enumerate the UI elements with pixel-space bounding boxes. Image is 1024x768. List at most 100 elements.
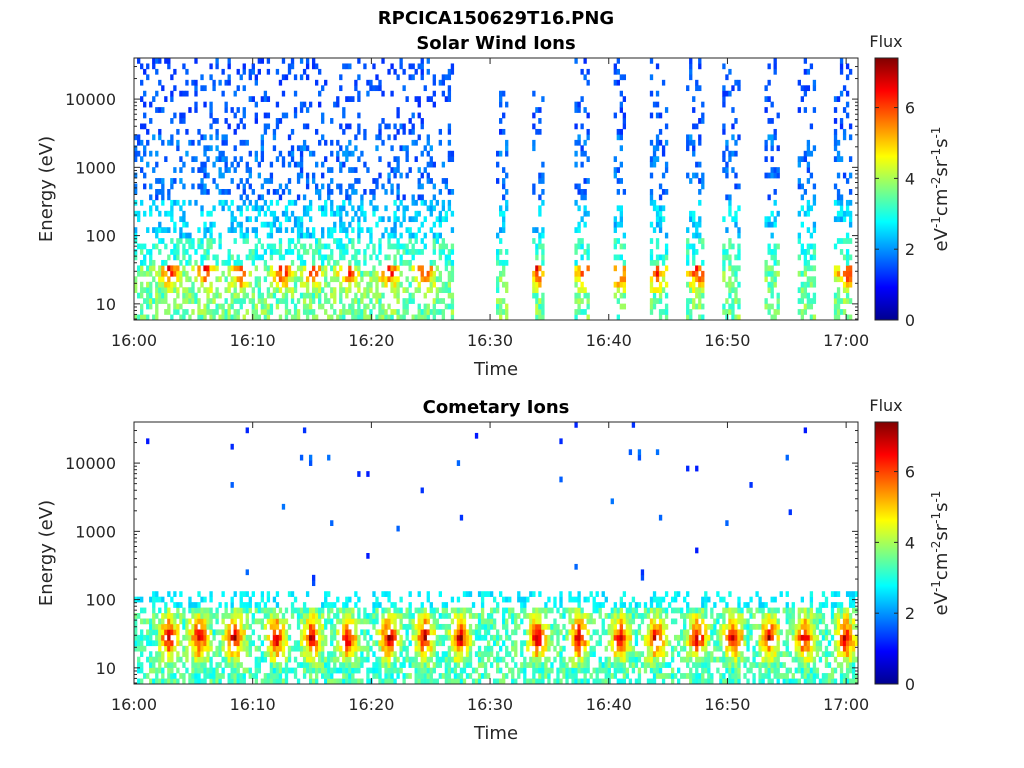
heatmap-cell: [411, 623, 415, 630]
heatmap-cell: [233, 265, 237, 272]
heatmap-cell: [812, 265, 817, 272]
heatmap-cell: [622, 118, 627, 124]
heatmap-cell: [158, 107, 162, 113]
heatmap-cell: [770, 210, 774, 217]
heatmap-cell: [233, 298, 237, 304]
heatmap-cell: [245, 167, 249, 173]
heatmap-cell: [236, 298, 240, 304]
heatmap-cell: [399, 172, 403, 179]
heatmap-cell: [414, 623, 418, 630]
heatmap-cell: [725, 314, 729, 321]
heatmap-cell: [191, 662, 195, 668]
heatmap-cell: [197, 183, 201, 190]
heatmap-cell: [167, 63, 171, 70]
heatmap-cell: [209, 221, 213, 228]
heatmap-cell: [698, 276, 702, 283]
heatmap-cell: [538, 298, 542, 304]
heatmap-cell: [152, 656, 156, 663]
heatmap-cell: [390, 145, 394, 152]
heatmap-cell: [357, 640, 361, 647]
heatmap-cell: [185, 651, 189, 658]
heatmap-cell: [321, 183, 325, 190]
heatmap-cell: [456, 645, 461, 652]
heatmap-cell: [773, 309, 777, 315]
heatmap-cell: [689, 607, 693, 614]
heatmap-cell: [628, 602, 633, 608]
heatmap-cell: [321, 270, 325, 277]
heatmap-cell: [275, 298, 280, 304]
heatmap-cell: [812, 107, 817, 113]
heatmap-cell: [438, 221, 442, 228]
heatmap-cell: [556, 623, 560, 630]
heatmap-cell: [580, 309, 584, 315]
heatmap-cell: [158, 662, 162, 668]
heatmap-cell: [707, 662, 711, 668]
heatmap-cell: [212, 265, 216, 272]
heatmap-cell: [182, 634, 186, 641]
heatmap-cell: [266, 96, 271, 102]
heatmap-cell: [737, 662, 741, 668]
heatmap-cell: [245, 607, 249, 614]
heatmap-cell: [803, 281, 808, 288]
heatmap-cell: [604, 667, 608, 674]
heatmap-cell: [143, 150, 147, 157]
heatmap-cell: [405, 651, 409, 658]
heatmap-cell: [140, 249, 144, 255]
heatmap-cell: [529, 591, 533, 597]
heatmap-cell: [140, 265, 144, 272]
heatmap-cell: [423, 662, 427, 668]
heatmap-cell: [731, 85, 735, 92]
heatmap-cell: [604, 596, 608, 603]
heatmap-cell: [447, 651, 452, 658]
heatmap-cell: [664, 662, 669, 668]
heatmap-cell: [535, 678, 539, 685]
heatmap-cell: [345, 596, 349, 603]
heatmap-cell: [571, 667, 575, 674]
heatmap-cell: [393, 281, 397, 288]
heatmap-cell: [284, 314, 289, 321]
heatmap-cell: [704, 607, 708, 614]
heatmap-cell: [384, 678, 388, 685]
heatmap-cell: [188, 298, 192, 304]
heatmap-cell: [345, 276, 349, 283]
heatmap-cell: [806, 178, 811, 184]
heatmap-cell: [363, 314, 367, 321]
heatmap-cell: [776, 303, 780, 310]
heatmap-cell: [348, 139, 352, 146]
heatmap-cell: [565, 667, 569, 674]
heatmap-cell: [299, 454, 304, 461]
heatmap-cell: [505, 629, 509, 636]
heatmap-cell: [722, 216, 726, 223]
heatmap-cell: [348, 270, 352, 277]
heatmap-cell: [215, 58, 219, 64]
heatmap-cell: [242, 640, 246, 647]
heatmap-cell: [710, 656, 714, 663]
heatmap-cell: [369, 85, 373, 92]
heatmap-cell: [161, 629, 165, 636]
heatmap-cell: [296, 145, 301, 152]
heatmap-cell: [583, 662, 587, 668]
heatmap-cell: [212, 309, 216, 315]
heatmap-cell: [269, 667, 274, 674]
heatmap-cell: [845, 276, 850, 283]
heatmap-cell: [686, 259, 690, 266]
heatmap-cell: [176, 640, 180, 647]
heatmap-cell: [411, 265, 415, 272]
heatmap-cell: [209, 618, 213, 625]
heatmap-cell: [731, 667, 735, 674]
heatmap-cell: [426, 314, 430, 321]
heatmap-cell: [619, 254, 623, 261]
heatmap-cell: [574, 618, 578, 625]
heatmap-cell: [266, 243, 271, 250]
heatmap-cell: [146, 63, 150, 70]
heatmap-cell: [456, 629, 461, 636]
heatmap-cell: [293, 281, 298, 288]
heatmap-cell: [345, 249, 349, 255]
heatmap-cell: [767, 265, 771, 272]
heatmap-cell: [453, 673, 458, 679]
heatmap-cell: [230, 678, 234, 685]
heatmap-cell: [514, 662, 518, 668]
heatmap-cell: [399, 667, 403, 674]
heatmap-cell: [369, 254, 373, 261]
heatmap-cell: [372, 265, 376, 272]
